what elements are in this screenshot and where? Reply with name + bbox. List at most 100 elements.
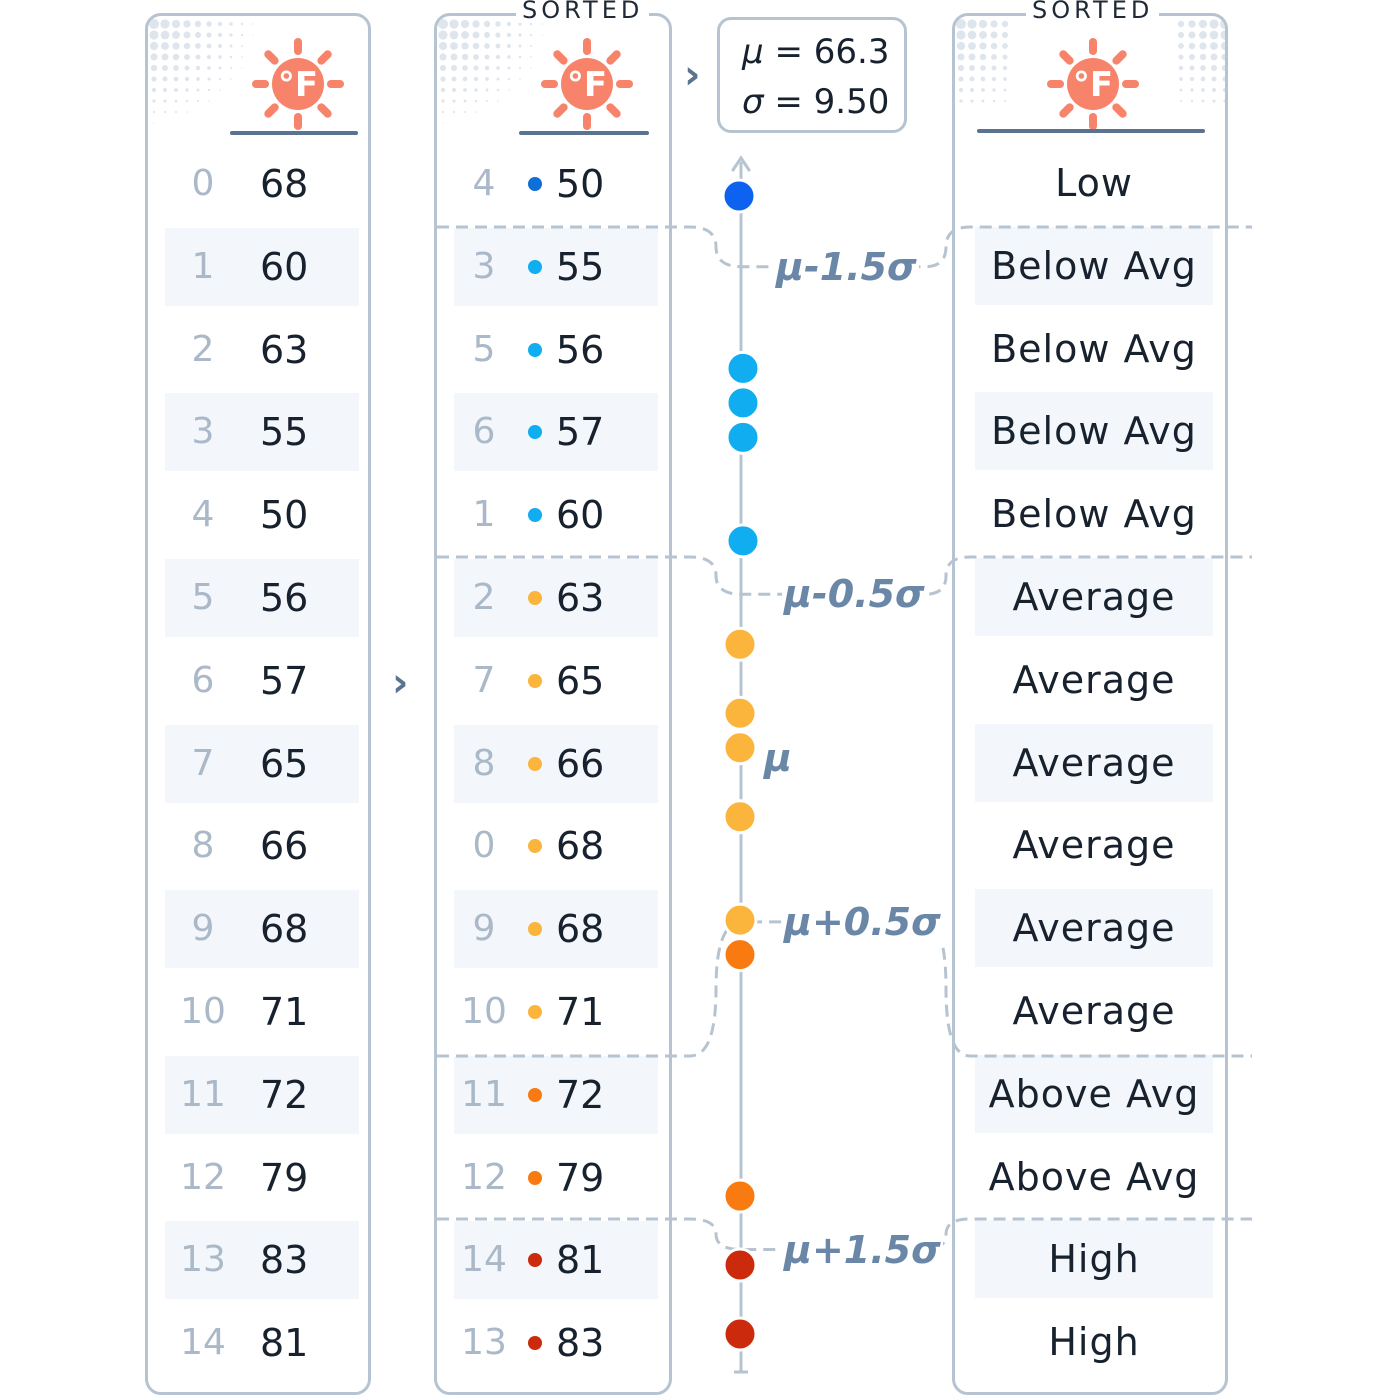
table-row: 8 66 (165, 807, 359, 885)
color-dot (528, 508, 542, 523)
row-value: 81 (556, 1238, 605, 1283)
row-index: 10 (180, 991, 226, 1032)
row-index: 7 (472, 659, 496, 701)
category-label: Low (1055, 161, 1133, 205)
table-row: 1 60 (454, 476, 658, 554)
table-row: Average (975, 723, 1213, 802)
category-label: Average (1012, 989, 1176, 1033)
svg-text:°F: °F (567, 65, 607, 105)
table-row: Below Avg (975, 310, 1213, 388)
row-value: 57 (260, 658, 309, 703)
table-row: 4 50 (165, 476, 359, 554)
color-dot (528, 1005, 542, 1019)
axis-data-point (722, 1178, 758, 1214)
table-row: 6 57 (165, 642, 359, 720)
table-row: 9 68 (165, 890, 359, 969)
axis-data-point (722, 730, 758, 766)
sorted-values-panel: °F 4 50 3 55 5 56 6 57 1 60 2 63 7 65 8 66 0 68 9 68 10 71 11 7… (434, 13, 672, 1395)
category-label: Above Avg (988, 1071, 1200, 1116)
category-label: Average (1012, 657, 1176, 702)
color-dot (528, 756, 542, 771)
row-index: 6 (472, 411, 496, 453)
stats-box: μ = 66.3 σ = 9.50 (717, 17, 907, 133)
row-value: 65 (260, 741, 309, 786)
axis-data-point (722, 799, 758, 835)
table-row: Low (975, 144, 1213, 222)
row-value: 55 (556, 244, 605, 289)
category-label: Below Avg (991, 326, 1197, 371)
color-dot (528, 177, 542, 191)
category-label: High (1048, 1237, 1140, 1282)
row-index: 5 (191, 577, 215, 618)
table-row: 10 71 (165, 973, 359, 1051)
row-index: 12 (461, 1156, 507, 1198)
category-label: High (1048, 1320, 1140, 1365)
color-dot (528, 1336, 542, 1351)
row-index: 1 (472, 494, 496, 536)
table-row: 12 79 (454, 1139, 658, 1217)
table-row: 11 72 (454, 1055, 658, 1134)
table-row: 12 79 (165, 1139, 359, 1217)
row-value: 83 (556, 1321, 605, 1366)
axis-data-point (722, 695, 758, 731)
color-dot (528, 922, 542, 937)
row-value: 56 (260, 576, 309, 620)
category-label: Average (1012, 906, 1176, 951)
axis-data-point (722, 799, 758, 835)
color-dot (528, 1087, 542, 1102)
row-index: 5 (472, 328, 496, 370)
color-dot (528, 1170, 542, 1185)
table-row: Average (975, 558, 1213, 636)
axis-data-point (722, 902, 758, 938)
row-value: 68 (260, 907, 309, 952)
table-row: Below Avg (975, 475, 1213, 553)
category-label: Below Avg (991, 492, 1197, 537)
table-row: 9 68 (454, 890, 658, 969)
axis-data-point (722, 626, 758, 662)
dot-pattern (148, 18, 254, 124)
table-row: 2 63 (454, 559, 658, 637)
chevron-right-icon: › (392, 660, 409, 706)
row-index: 12 (180, 1156, 226, 1198)
header-underline (230, 131, 358, 135)
table-row: 14 81 (165, 1304, 359, 1382)
table-row: 11 72 (165, 1055, 359, 1134)
category-label: Below Avg (991, 409, 1197, 454)
row-value: 66 (260, 824, 309, 869)
axis-data-point (722, 1247, 758, 1283)
row-index: 11 (180, 1073, 226, 1115)
row-value: 60 (556, 493, 605, 538)
color-dot (528, 342, 542, 357)
sorted-label: SORTED (1026, 0, 1160, 23)
row-index: 8 (472, 742, 496, 784)
row-index: 0 (472, 825, 496, 867)
table-row: Below Avg (975, 392, 1213, 471)
table-row: Average (975, 641, 1213, 719)
row-value: 65 (556, 658, 605, 703)
color-dot (528, 425, 542, 440)
row-value: 71 (556, 990, 605, 1034)
header-underline (977, 129, 1205, 133)
row-value: 68 (260, 162, 309, 206)
row-index: 3 (472, 245, 496, 287)
category-label: Average (1012, 823, 1176, 868)
row-value: 72 (260, 1072, 309, 1117)
axis-data-point (725, 385, 761, 421)
thermometer-sun-fahrenheit-icon: °F (252, 38, 344, 130)
row-value: 79 (556, 1155, 605, 1200)
row-value: 63 (260, 327, 309, 372)
row-value: 66 (556, 741, 605, 786)
category-label: Below Avg (991, 243, 1197, 288)
table-row: Average (975, 972, 1213, 1050)
row-value: 72 (556, 1072, 605, 1117)
thermometer-sun-fahrenheit-icon: °F (541, 38, 633, 130)
threshold-label: μ+1.5σ (782, 1227, 943, 1272)
row-value: 50 (556, 162, 605, 206)
row-value: 68 (556, 824, 605, 869)
row-value: 79 (260, 1155, 309, 1200)
row-index: 7 (191, 742, 215, 784)
row-value: 50 (260, 493, 309, 538)
row-index: 14 (180, 1322, 226, 1364)
svg-text:°F: °F (1073, 65, 1113, 105)
color-dot (528, 1253, 542, 1268)
